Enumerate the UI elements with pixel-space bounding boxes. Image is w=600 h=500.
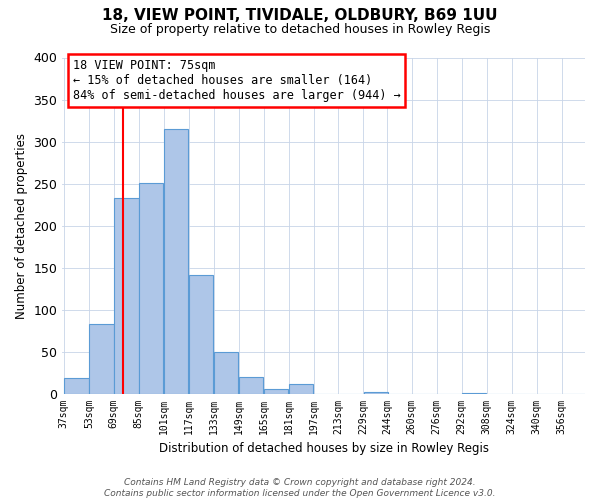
Text: Contains HM Land Registry data © Crown copyright and database right 2024.
Contai: Contains HM Land Registry data © Crown c… xyxy=(104,478,496,498)
X-axis label: Distribution of detached houses by size in Rowley Regis: Distribution of detached houses by size … xyxy=(158,442,488,455)
Text: Size of property relative to detached houses in Rowley Regis: Size of property relative to detached ho… xyxy=(110,22,490,36)
Bar xyxy=(89,324,113,394)
Bar xyxy=(364,392,388,394)
Bar xyxy=(164,129,188,394)
Bar xyxy=(239,377,263,394)
Y-axis label: Number of detached properties: Number of detached properties xyxy=(15,132,28,318)
Text: 18, VIEW POINT, TIVIDALE, OLDBURY, B69 1UU: 18, VIEW POINT, TIVIDALE, OLDBURY, B69 1… xyxy=(102,8,498,22)
Bar xyxy=(264,390,289,394)
Text: 18 VIEW POINT: 75sqm
← 15% of detached houses are smaller (164)
84% of semi-deta: 18 VIEW POINT: 75sqm ← 15% of detached h… xyxy=(73,59,400,102)
Bar xyxy=(139,182,163,394)
Bar xyxy=(114,198,139,394)
Bar xyxy=(64,378,89,394)
Bar xyxy=(462,392,487,394)
Bar xyxy=(189,275,214,394)
Bar xyxy=(214,352,238,394)
Bar xyxy=(289,384,313,394)
